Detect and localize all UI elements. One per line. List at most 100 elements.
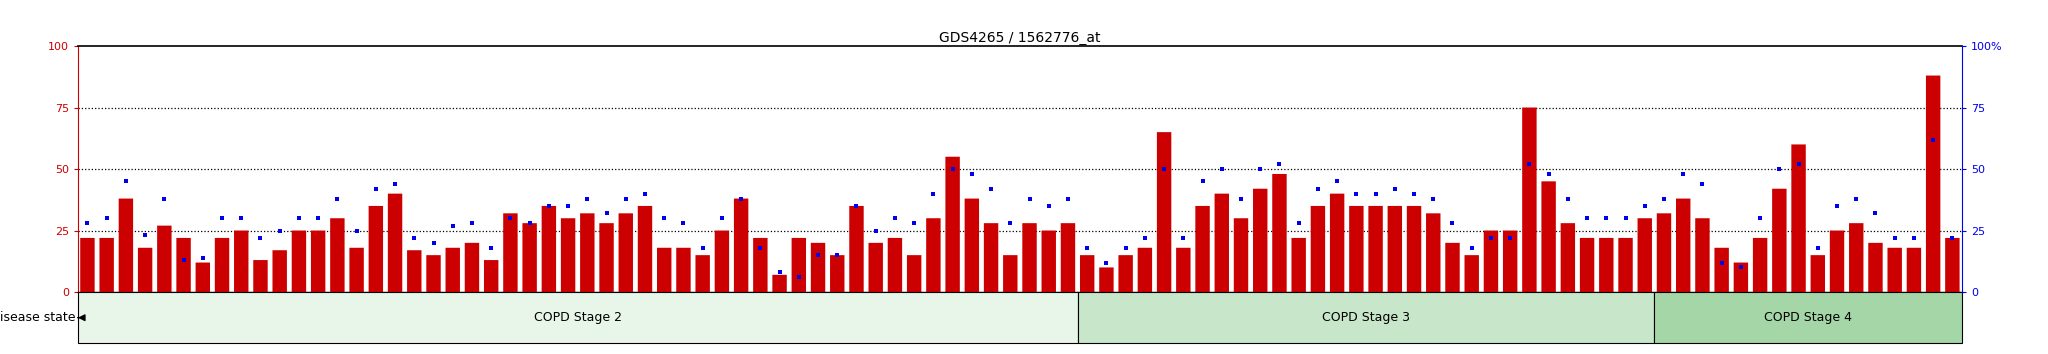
Bar <box>1579 238 1593 292</box>
Bar <box>1618 238 1632 292</box>
Legend: count, percentile rank within the sample: count, percentile rank within the sample <box>78 351 293 354</box>
Point <box>1186 178 1219 184</box>
Bar <box>850 206 864 292</box>
Bar <box>1753 238 1767 292</box>
Bar <box>946 157 961 292</box>
Point <box>1321 178 1354 184</box>
Bar <box>504 213 518 292</box>
Point <box>705 215 737 221</box>
Point <box>610 196 643 201</box>
Point <box>1397 191 1430 196</box>
Bar <box>618 213 633 292</box>
Point <box>1206 166 1239 172</box>
Bar <box>1157 132 1171 292</box>
Point <box>1032 203 1065 209</box>
Point <box>1571 215 1604 221</box>
Point <box>532 203 565 209</box>
Point <box>1513 161 1546 167</box>
Point <box>1935 235 1968 241</box>
Bar <box>1272 174 1286 292</box>
Bar <box>233 230 248 292</box>
Bar <box>1483 230 1499 292</box>
Point <box>1264 161 1296 167</box>
FancyBboxPatch shape <box>1655 292 1962 343</box>
Bar <box>907 255 922 292</box>
Bar <box>119 199 133 292</box>
Point <box>551 203 584 209</box>
Point <box>1225 196 1257 201</box>
Point <box>1493 235 1526 241</box>
Point <box>129 233 162 238</box>
Bar <box>715 230 729 292</box>
Point <box>1475 235 1507 241</box>
Point <box>1014 196 1047 201</box>
Bar <box>522 223 537 292</box>
Bar <box>541 206 557 292</box>
Bar <box>1022 223 1036 292</box>
Point <box>1839 196 1872 201</box>
Bar <box>1657 213 1671 292</box>
Bar <box>1061 223 1075 292</box>
Bar <box>1292 238 1307 292</box>
Point <box>360 186 393 192</box>
Point <box>90 215 123 221</box>
Bar <box>100 238 115 292</box>
Point <box>1339 191 1372 196</box>
Bar <box>387 194 401 292</box>
Bar <box>1233 218 1247 292</box>
Point <box>1860 211 1892 216</box>
Bar <box>1522 108 1536 292</box>
Bar <box>561 218 575 292</box>
Point <box>1071 245 1104 251</box>
Bar <box>1542 181 1556 292</box>
Bar <box>1503 230 1518 292</box>
Bar <box>80 238 94 292</box>
Point <box>975 186 1008 192</box>
Point <box>1878 235 1911 241</box>
Bar <box>696 255 711 292</box>
Point <box>821 252 854 258</box>
Point <box>244 235 276 241</box>
Bar <box>1792 144 1806 292</box>
Point <box>956 171 989 177</box>
Bar <box>1849 223 1864 292</box>
Point <box>514 220 547 226</box>
Point <box>379 181 412 187</box>
Bar <box>1368 206 1382 292</box>
Bar <box>1118 255 1133 292</box>
Bar <box>215 238 229 292</box>
Bar <box>272 250 287 292</box>
Point <box>225 215 258 221</box>
Bar <box>1925 75 1939 292</box>
Point <box>936 166 969 172</box>
Point <box>205 215 238 221</box>
Point <box>1051 196 1083 201</box>
Point <box>1667 171 1700 177</box>
Bar <box>1407 206 1421 292</box>
Bar <box>350 248 365 292</box>
Point <box>571 196 604 201</box>
Point <box>1532 171 1565 177</box>
Point <box>647 215 680 221</box>
Point <box>764 269 797 275</box>
Point <box>897 220 930 226</box>
Point <box>72 220 104 226</box>
Text: COPD Stage 2: COPD Stage 2 <box>535 311 623 324</box>
Point <box>1802 245 1835 251</box>
Point <box>1436 220 1468 226</box>
Bar <box>1888 248 1903 292</box>
Bar <box>408 250 422 292</box>
Text: COPD Stage 4: COPD Stage 4 <box>1763 311 1851 324</box>
Point <box>1128 235 1161 241</box>
Bar <box>600 223 614 292</box>
Point <box>743 245 776 251</box>
Bar <box>1311 206 1325 292</box>
Bar <box>291 230 305 292</box>
Point <box>264 228 297 233</box>
Bar <box>176 238 190 292</box>
Point <box>860 228 893 233</box>
Bar <box>1042 230 1057 292</box>
Point <box>1647 196 1679 201</box>
Bar <box>1675 199 1690 292</box>
Bar <box>158 225 172 292</box>
